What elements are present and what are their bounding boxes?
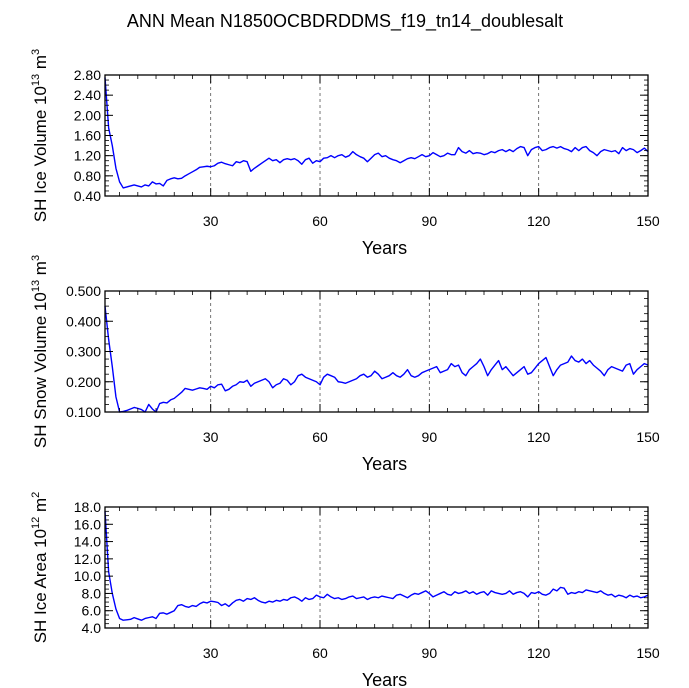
y-tick-label: 18.0	[74, 499, 101, 515]
y-tick-label: 6.0	[82, 603, 102, 619]
y-axis-label: SH Ice Area 1012 m2	[30, 492, 50, 644]
y-tick-label: 12.0	[74, 551, 101, 567]
y-tick-label: 1.20	[74, 148, 101, 164]
series-line	[104, 511, 649, 621]
x-tick-label: 60	[312, 429, 328, 445]
x-tick-label: 120	[527, 429, 551, 445]
y-tick-label: 2.80	[74, 67, 101, 83]
plot-frame	[104, 506, 649, 629]
figure-title: ANN Mean N1850OCBDRDDMS_f19_tn14_doubles…	[127, 11, 563, 32]
y-tick-label: 2.40	[74, 87, 101, 103]
x-tick-label: 60	[312, 645, 328, 661]
y-tick-label: 4.0	[82, 620, 102, 636]
x-tick-label: 90	[422, 645, 438, 661]
series-line	[104, 77, 649, 189]
x-tick-label: 150	[636, 645, 660, 661]
plot-frame	[104, 74, 649, 197]
panel-1: 0.40 0.80 1.20 1.60 2.00 2.40 2.80 30 60 90 120 150…	[30, 49, 660, 258]
y-tick-label: 0.400	[66, 313, 101, 329]
panel-3: 4.06.0 8.010.012.014.0 16.018.0 30 60 90 120 15…	[30, 492, 660, 688]
x-tick-label: 30	[203, 213, 219, 229]
x-axis-label: Years	[362, 454, 407, 474]
y-tick-label: 0.300	[66, 344, 101, 360]
x-tick-label: 90	[422, 213, 438, 229]
x-tick-label: 30	[203, 645, 219, 661]
y-tick-label: 0.40	[74, 188, 101, 204]
y-tick-label: 16.0	[74, 516, 101, 532]
y-tick-label: 0.100	[66, 404, 101, 420]
y-tick-label: 8.0	[82, 585, 102, 601]
y-tick-label: 10.0	[74, 568, 101, 584]
y-tick-label: 0.500	[66, 283, 101, 299]
y-tick-label: 14.0	[74, 534, 101, 550]
x-tick-label: 90	[422, 429, 438, 445]
y-tick-label: 0.200	[66, 374, 101, 390]
y-axis-label: SH Snow Volume 1013 m3	[30, 255, 50, 448]
y-axis-label: SH Ice Volume 1013 m3	[30, 49, 50, 222]
x-tick-label: 150	[636, 213, 660, 229]
x-tick-label: 60	[312, 213, 328, 229]
series-line	[104, 306, 649, 413]
x-axis-label: Years	[362, 238, 407, 258]
x-tick-label: 30	[203, 429, 219, 445]
x-tick-label: 150	[636, 429, 660, 445]
panels: 0.40 0.80 1.20 1.60 2.00 2.40 2.80 30 60 90 120 150…	[30, 49, 660, 688]
y-tick-label: 2.00	[74, 107, 101, 123]
x-axis-label: Years	[362, 670, 407, 688]
x-tick-label: 120	[527, 645, 551, 661]
plot-frame	[104, 290, 649, 413]
y-tick-label: 0.80	[74, 168, 101, 184]
x-tick-label: 120	[527, 213, 551, 229]
y-tick-label: 1.60	[74, 128, 101, 144]
panel-2: 0.100 0.200 0.300 0.400 0.500 30 60 90 120 150 Yea…	[30, 255, 660, 474]
